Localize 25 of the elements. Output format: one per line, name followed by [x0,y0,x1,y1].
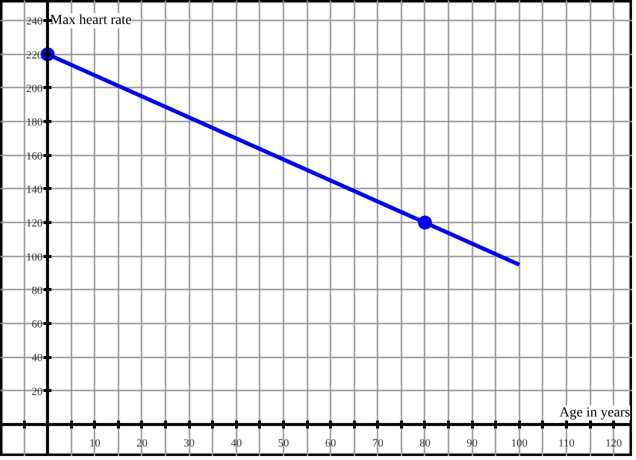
x-tick-label: 120 [605,438,622,450]
y-tick-label: 100 [26,251,44,264]
y-tick-label: 120 [26,218,44,230]
x-tick-label: 70 [372,438,384,450]
x-tick-label: 50 [278,438,290,450]
x-tick-label: 30 [184,438,196,450]
y-tick-label: 240 [26,16,44,28]
x-tick-label: 100 [511,438,528,450]
x-tick-label: 60 [325,438,337,450]
y-tick-label: 80 [32,284,44,297]
x-tick-label: 110 [558,438,576,450]
x-tick-label: 20 [136,438,148,450]
x-axis-title: Age in years [559,405,630,420]
x-tick-label: 40 [230,438,242,450]
y-axis-title: Max heart rate [50,13,132,28]
y-tick-label: 160 [26,150,44,162]
x-tick-label: 80 [419,438,431,450]
y-tick-label: 60 [32,318,44,331]
y-tick-label: 20 [32,386,44,398]
y-tick-label: 40 [32,352,44,364]
x-tick-label: 90 [466,438,478,450]
x-tick-label: 10 [89,438,101,450]
y-tick-label: 200 [26,83,44,95]
y-tick-label: 180 [26,116,44,129]
y-tick-label: 140 [26,184,44,196]
